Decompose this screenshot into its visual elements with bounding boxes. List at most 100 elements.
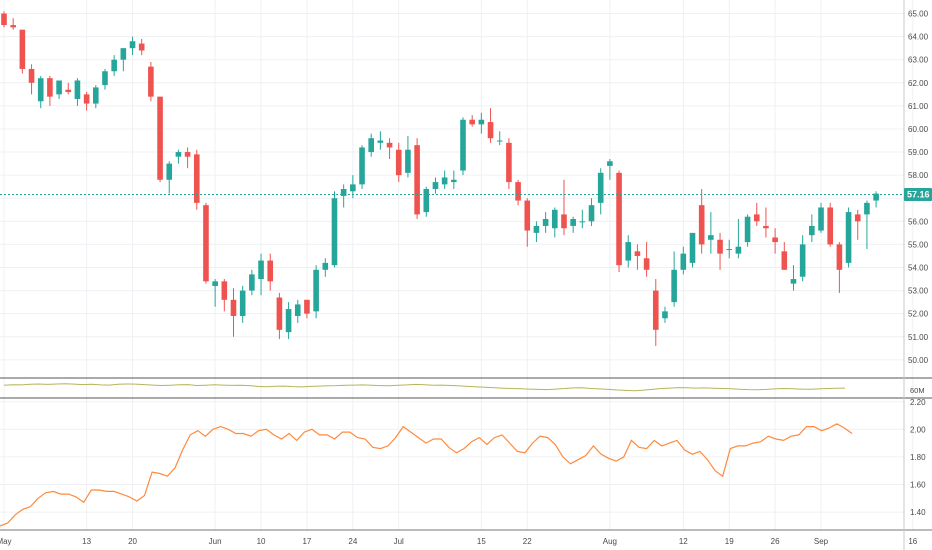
candle [854,209,861,240]
candle [836,242,843,293]
price-tick-label: 63.00 [908,56,929,65]
candle [111,55,117,76]
candle-body [405,149,411,173]
indicator1-label: 60M [910,386,925,395]
candle-body [854,214,861,222]
candle-body [597,172,604,203]
price-tick-label: 64.00 [908,33,929,42]
time-tick-label: 24 [348,537,357,546]
candle [1,11,7,28]
candle [47,75,53,106]
candle [643,242,650,277]
candle-body [350,184,356,192]
candle-body [111,59,117,72]
candle-body [377,140,384,143]
candle [652,279,659,346]
candle [157,96,163,183]
candle-body [294,304,301,316]
price-gridlines [0,0,914,530]
candle [542,212,549,233]
candle-body [698,205,705,245]
main-pane [0,0,914,530]
candle [469,115,475,127]
candle-body [542,219,549,226]
candle-body [65,89,72,93]
candle [432,177,439,194]
time-tick-label: 22 [523,537,532,546]
candle-body [432,182,439,189]
time-tick-label: Sep [814,537,829,546]
candle-body [129,41,136,49]
candle-body [340,189,347,196]
price-tick-label: 59.00 [908,148,929,157]
indicator2-tick-label: 2.20 [910,398,926,407]
candle [698,189,705,254]
price-tick-label: 52.00 [908,310,929,319]
candle-body [28,68,35,83]
candle [570,216,576,233]
candle [708,212,714,254]
candle-body [184,152,191,157]
indicator2-tick-label: 1.60 [910,480,926,489]
candle-body [753,214,760,222]
candle-body [671,269,677,303]
candle-body [460,119,466,171]
candle-body [845,212,852,263]
candle-body [120,48,127,60]
candle-body [423,189,430,213]
candle [579,209,586,229]
candle-body [634,251,641,256]
candle-body [230,299,237,316]
candle [625,235,632,268]
candle-body [203,205,209,282]
candle [790,265,797,291]
candle [405,135,411,178]
candle-body [790,279,797,284]
time-tick-label: 13 [82,537,91,546]
candle-body [735,246,742,254]
candle [552,207,558,238]
candle [864,200,870,250]
candle-body [267,260,274,282]
candle [322,258,329,277]
candle [285,302,292,340]
price-label-badge: 57.16 [904,188,932,202]
time-tick-label: 12 [679,537,688,546]
candle [616,170,622,273]
candle-body [680,253,687,270]
candle [221,279,228,312]
candle-body [809,225,815,236]
candle [386,138,393,159]
candle-body [827,207,833,245]
price-tick-label: 50.00 [908,356,929,365]
candle [818,202,824,233]
candle-body [102,71,108,86]
candle-body [395,149,402,176]
time-axis[interactable]: May 13 20 Jun 10 17 24 Jul 15 22 Aug 12 19 26 Sep 16 [0,537,918,546]
candle [56,80,62,99]
indicator1-line [3,383,846,392]
candle [313,265,319,319]
time-tick-label: May [0,537,12,546]
candle-body [83,94,90,104]
indicator2-tick-label: 1.40 [910,508,926,517]
candle-body [414,145,420,215]
time-tick-label: 16 [908,537,917,546]
candle [359,145,365,189]
candle [680,246,687,275]
indicator2-line [0,423,853,527]
candle [735,219,742,259]
price-axis[interactable]: 65.00 64.00 63.00 62.00 61.00 60.00 59.00 58.00… [908,10,929,365]
candle [304,299,310,319]
candle-body [359,147,365,185]
indicator2-axis: 2.20 2.00 1.80 1.60 1.40 [910,398,926,517]
candle-body [322,262,329,270]
candle-body [19,29,26,69]
candle-body [717,239,723,254]
candle [340,184,347,208]
price-tick-label: 65.00 [908,10,929,19]
candle [267,253,274,291]
candle-body [313,269,319,312]
candle-body [579,221,586,223]
